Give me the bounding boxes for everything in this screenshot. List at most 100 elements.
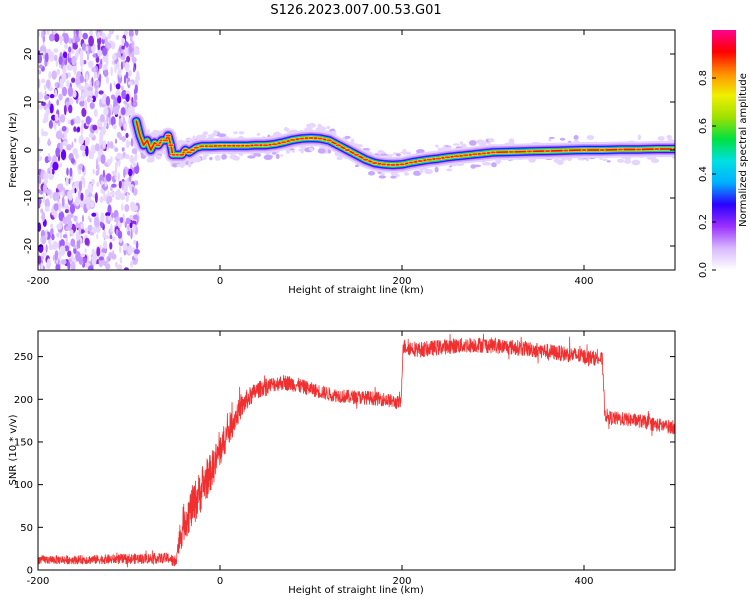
ridge-bead [198, 144, 206, 148]
halo-dot [187, 161, 192, 168]
noise-blob [38, 69, 42, 75]
noise-blob [52, 254, 56, 261]
noise-blob [75, 153, 79, 159]
ridge-bead [653, 147, 661, 151]
noise-blob [127, 81, 133, 86]
halo-dot [631, 159, 641, 166]
noise-blob [84, 137, 89, 148]
noise-blob [38, 96, 41, 104]
noise-blob [132, 106, 135, 115]
halo-dot [155, 154, 162, 160]
noise-blob [102, 230, 107, 239]
noise-blob [135, 240, 139, 250]
halo-dot [187, 137, 193, 142]
noise-blob [118, 159, 121, 167]
noise-blob [133, 88, 137, 96]
noise-blob [88, 60, 94, 69]
halo-dot [379, 172, 386, 176]
noise-blob [75, 251, 81, 262]
halo-dot [317, 148, 326, 154]
snr-plot-area [38, 333, 675, 568]
noise-blob [119, 47, 122, 52]
ridge-bead [162, 138, 169, 142]
colorbar-tick-label: 0.2 [698, 214, 709, 230]
halo-dot [201, 156, 207, 161]
noise-blob [61, 125, 67, 132]
noise-blob [96, 246, 101, 257]
noise-blob [56, 99, 60, 106]
noise-blob [45, 244, 48, 253]
halo-dot [192, 135, 196, 142]
noise-blob [49, 94, 55, 99]
noise-blob [124, 179, 129, 187]
noise-blob [73, 247, 77, 254]
noise-blob [125, 217, 131, 224]
noise-blob [98, 256, 105, 261]
noise-blob [97, 36, 102, 45]
noise-blob [113, 97, 119, 107]
noise-blob [103, 240, 108, 252]
noise-blob [53, 210, 57, 218]
halo-dot [508, 138, 515, 145]
noise-blob [123, 100, 128, 105]
colorbar-tick-label: 0.6 [698, 118, 709, 134]
noise-blob [134, 180, 139, 186]
noise-blob [70, 261, 76, 270]
noise-blob [121, 136, 126, 142]
noise-blob [88, 35, 94, 47]
noise-blob [130, 157, 135, 165]
halo-dot [404, 172, 409, 176]
noise-blob [96, 233, 99, 240]
noise-blob [59, 78, 64, 89]
noise-blob [129, 35, 133, 43]
noise-blob [90, 151, 94, 159]
noise-blob [78, 30, 82, 40]
noise-blob [110, 41, 116, 50]
spectrogram-x-tick-label: 400 [574, 276, 593, 287]
noise-blob [92, 226, 97, 234]
noise-blob [117, 73, 123, 84]
noise-blob [117, 230, 123, 239]
ridge-bead [489, 150, 497, 154]
ridge-bead [580, 148, 588, 152]
noise-blob [99, 220, 104, 228]
noise-blob [121, 38, 126, 45]
halo-dot [472, 164, 482, 168]
noise-blob [107, 141, 110, 149]
noise-blob [48, 33, 55, 42]
noise-blob [78, 180, 83, 192]
halo-dot [435, 144, 439, 148]
ridge-bead [544, 149, 551, 153]
noise-blob [87, 96, 91, 103]
halo-dot [308, 123, 316, 128]
halo-dot [573, 135, 579, 140]
spectrogram-x-tick-label: -200 [27, 276, 50, 287]
halo-dot [442, 145, 447, 151]
colorbar-gradient [712, 30, 736, 270]
noise-blob [121, 203, 124, 212]
noise-blob [45, 79, 51, 89]
noise-blob [118, 134, 122, 141]
noise-blob [84, 78, 87, 83]
noise-blob [89, 102, 95, 109]
colorbar-label: Normalized spectral amplitude [738, 73, 749, 227]
snr-series-line [38, 333, 675, 568]
noise-blob [104, 181, 107, 188]
noise-blob [111, 170, 117, 176]
ridge-bead [164, 134, 172, 138]
halo-dot [202, 131, 209, 136]
noise-blob [85, 145, 89, 157]
halo-dot [602, 158, 608, 161]
noise-blob [54, 122, 57, 131]
noise-blob [43, 178, 48, 185]
halo-dot [650, 158, 660, 164]
ridge-bead [182, 148, 189, 152]
halo-dot [238, 131, 245, 135]
noise-blob [127, 230, 131, 236]
noise-blob [125, 196, 129, 202]
noise-blob [42, 131, 49, 137]
noise-blob [54, 82, 58, 88]
noise-blob [64, 209, 70, 214]
noise-blob [128, 168, 133, 177]
